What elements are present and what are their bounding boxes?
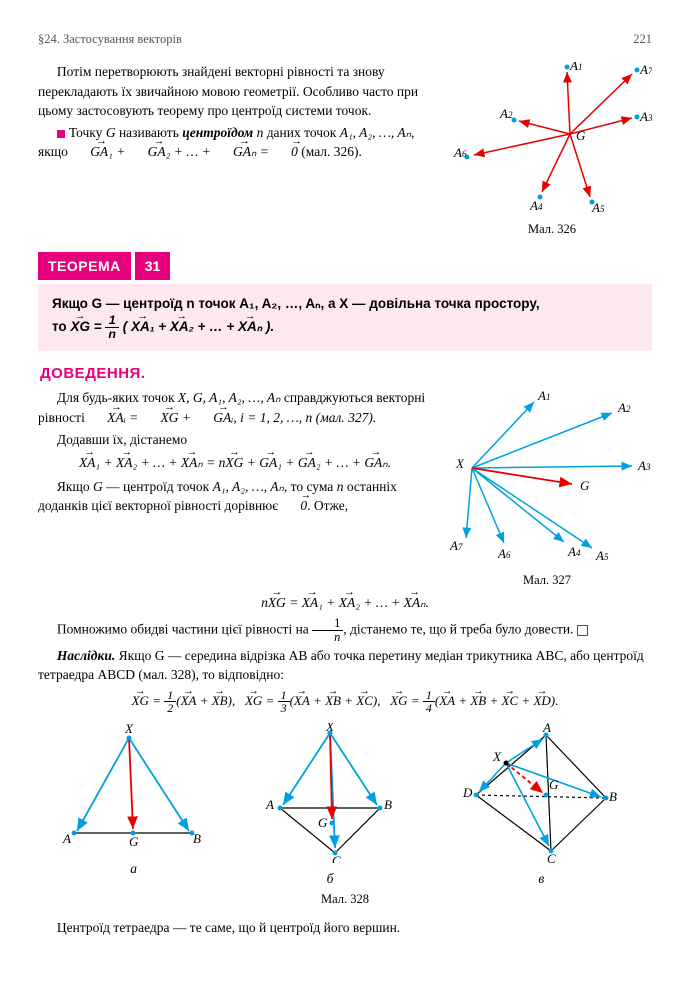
- page-header: §24. Застосування векторів 221: [38, 30, 652, 48]
- fig327-svg: X G A1 A2 A3 A4 A5 A6 A7: [442, 388, 652, 563]
- svg-text:A1: A1: [537, 388, 550, 403]
- centroid-def: Точку G називають центроїдом n даних точ…: [38, 123, 442, 162]
- sub-c: в: [451, 869, 631, 889]
- svg-text:X: X: [325, 723, 335, 734]
- fig328b: X A B C G б: [250, 723, 410, 888]
- svg-text:G: G: [318, 815, 328, 830]
- svg-text:A6: A6: [453, 145, 467, 160]
- proof-eq2: nXG = XA₁ + XA₂ + … + XAₙ.: [38, 593, 652, 613]
- proof-title: ДОВЕДЕННЯ.: [40, 363, 652, 385]
- svg-text:A7: A7: [639, 62, 652, 77]
- svg-text:A4: A4: [567, 544, 581, 559]
- intro-para: Потім перетворюють знайдені векторні рів…: [38, 62, 442, 121]
- svg-text:G: G: [129, 834, 139, 849]
- svg-text:A5: A5: [595, 548, 609, 563]
- svg-text:A2: A2: [499, 106, 513, 121]
- svg-text:B: B: [384, 797, 392, 812]
- svg-text:B: B: [609, 789, 617, 804]
- proof-p3: Якщо G — центроїд точок A₁, A₂, …, Aₙ, т…: [38, 477, 432, 516]
- svg-text:A2: A2: [617, 400, 631, 415]
- corollary: Наслідки. Якщо G — середина відрізка AB …: [38, 646, 652, 685]
- svg-text:A3: A3: [637, 458, 651, 473]
- fig327-caption: Мал. 327: [442, 571, 652, 589]
- proof-eq1: XA₁ + XA₂ + … + XAₙ = nXG + GA₁ + GA₂ + …: [38, 453, 432, 473]
- sub-b: б: [250, 869, 410, 889]
- svg-text:G: G: [576, 128, 586, 143]
- svg-text:A1: A1: [569, 62, 582, 73]
- fig328a: X A B G а: [59, 723, 209, 888]
- theorem-label: ТЕОРЕМА: [38, 252, 131, 280]
- sub-a: а: [59, 859, 209, 879]
- corollary-formulas: XG = 12(XA + XB), XG = 13(XA + XB + XC),…: [38, 689, 652, 715]
- svg-text:A3: A3: [639, 109, 652, 124]
- svg-text:X: X: [124, 723, 134, 736]
- page-number: 221: [633, 30, 652, 48]
- svg-text:G: G: [549, 777, 559, 792]
- svg-text:A6: A6: [497, 546, 511, 561]
- fig326-caption: Мал. 326: [452, 220, 652, 238]
- proof-p4: Помножимо обидві частини цієї рівності н…: [38, 617, 652, 644]
- fig328c: A D B C X G в: [451, 723, 631, 888]
- fig328-caption: Мал. 328: [38, 890, 652, 908]
- theorem-number: 31: [135, 252, 171, 280]
- svg-text:D: D: [462, 785, 473, 800]
- proof-p1: Для будь-яких точок X, G, A₁, A₂, …, Aₙ …: [38, 388, 432, 427]
- theorem-box: Якщо G — центроїд n точок A₁, A₂, …, Aₙ,…: [38, 284, 652, 351]
- theorem-tag: ТЕОРЕМА 31: [38, 252, 170, 280]
- figure-326: G A1 A7 A2 A3 A6 A4 A5 Мал. 326: [452, 62, 652, 238]
- svg-text:X: X: [492, 749, 502, 764]
- svg-text:C: C: [332, 853, 341, 863]
- svg-text:X: X: [455, 456, 465, 471]
- qed-icon: [577, 625, 588, 636]
- theorem-line2: то XG = 1n ( XA₁ + XA₂ + … + XAₙ ).: [52, 314, 638, 341]
- figure-327: X G A1 A2 A3 A4 A5 A6 A7 Мал. 327: [442, 388, 652, 589]
- figure-328-row: X A B G а X A B C G б: [38, 723, 652, 888]
- svg-text:A: A: [62, 831, 71, 846]
- svg-text:A4: A4: [529, 198, 543, 212]
- section-title: §24. Застосування векторів: [38, 30, 182, 48]
- fig326-svg: G A1 A7 A2 A3 A6 A4 A5: [452, 62, 652, 212]
- svg-text:A: A: [265, 797, 274, 812]
- svg-text:B: B: [193, 831, 201, 846]
- svg-text:C: C: [547, 851, 556, 863]
- bullet-icon: [57, 130, 65, 138]
- svg-text:G: G: [580, 478, 590, 493]
- last-para: Центроїд тетраедра — те саме, що й центр…: [38, 918, 652, 938]
- svg-text:A: A: [542, 723, 551, 735]
- svg-text:A7: A7: [449, 538, 463, 553]
- svg-text:A5: A5: [591, 200, 605, 212]
